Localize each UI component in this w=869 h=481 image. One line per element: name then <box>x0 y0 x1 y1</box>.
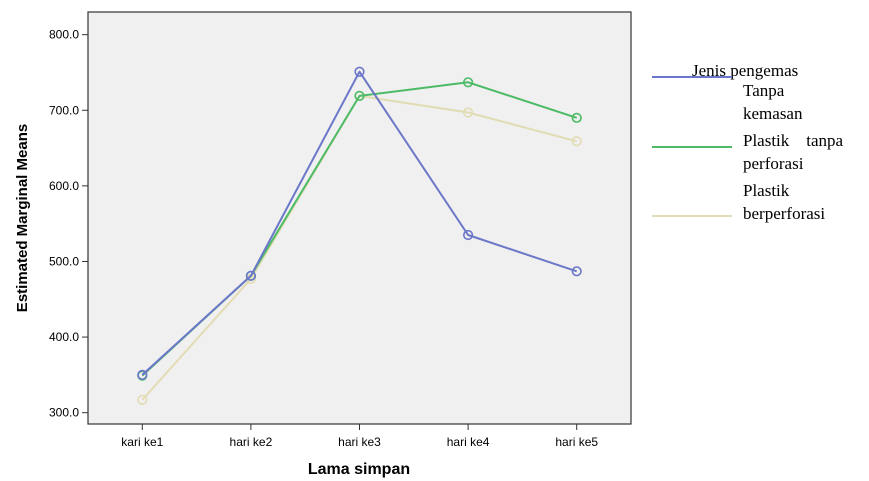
y-tick-label: 600.0 <box>49 179 79 193</box>
x-tick-label: hari ke2 <box>230 435 273 449</box>
legend-title: Jenis pengemas <box>692 61 798 80</box>
legend-label: berperforasi <box>743 204 825 223</box>
data-point <box>354 66 365 77</box>
y-axis-title: Estimated Marginal Means <box>14 124 31 312</box>
data-point <box>354 90 365 102</box>
legend-label: Plastik tanpa <box>743 131 844 150</box>
data-point <box>137 369 148 380</box>
y-tick-label: 700.0 <box>49 103 79 117</box>
series-line-1 <box>141 70 578 376</box>
y-axis: 300.0 400.0 500.0 600.0 700.0 800.0 <box>49 28 88 420</box>
legend-label: kemasan <box>743 104 803 123</box>
x-tick-label: hari ke5 <box>555 435 598 449</box>
data-point <box>463 229 474 241</box>
y-tick-label: 400.0 <box>49 330 79 344</box>
x-axis: kari ke1 hari ke2 hari ke3 hari ke4 hari ke5 <box>121 424 598 449</box>
legend-label: Plastik <box>743 181 790 200</box>
x-tick-label: kari ke1 <box>121 435 163 449</box>
x-tick-label: hari ke4 <box>447 435 490 449</box>
data-point <box>571 112 582 123</box>
x-axis-title: Lama simpan <box>308 461 410 478</box>
legend-label: perforasi <box>743 154 804 173</box>
data-point <box>245 270 256 281</box>
data-point <box>463 77 474 88</box>
series-layer <box>137 66 582 405</box>
data-point <box>571 266 582 277</box>
y-tick-label: 300.0 <box>49 406 79 420</box>
data-point <box>571 136 582 147</box>
y-tick-label: 500.0 <box>49 254 79 268</box>
legend: Jenis pengemas Tanpa kemasan Plastik tanpa… <box>652 61 844 223</box>
legend-label: Tanpa <box>743 81 785 100</box>
x-tick-label: hari ke3 <box>338 435 381 449</box>
data-point <box>137 394 148 405</box>
y-tick-label: 800.0 <box>49 28 79 42</box>
plot-area <box>87 11 632 425</box>
data-point <box>463 107 474 118</box>
